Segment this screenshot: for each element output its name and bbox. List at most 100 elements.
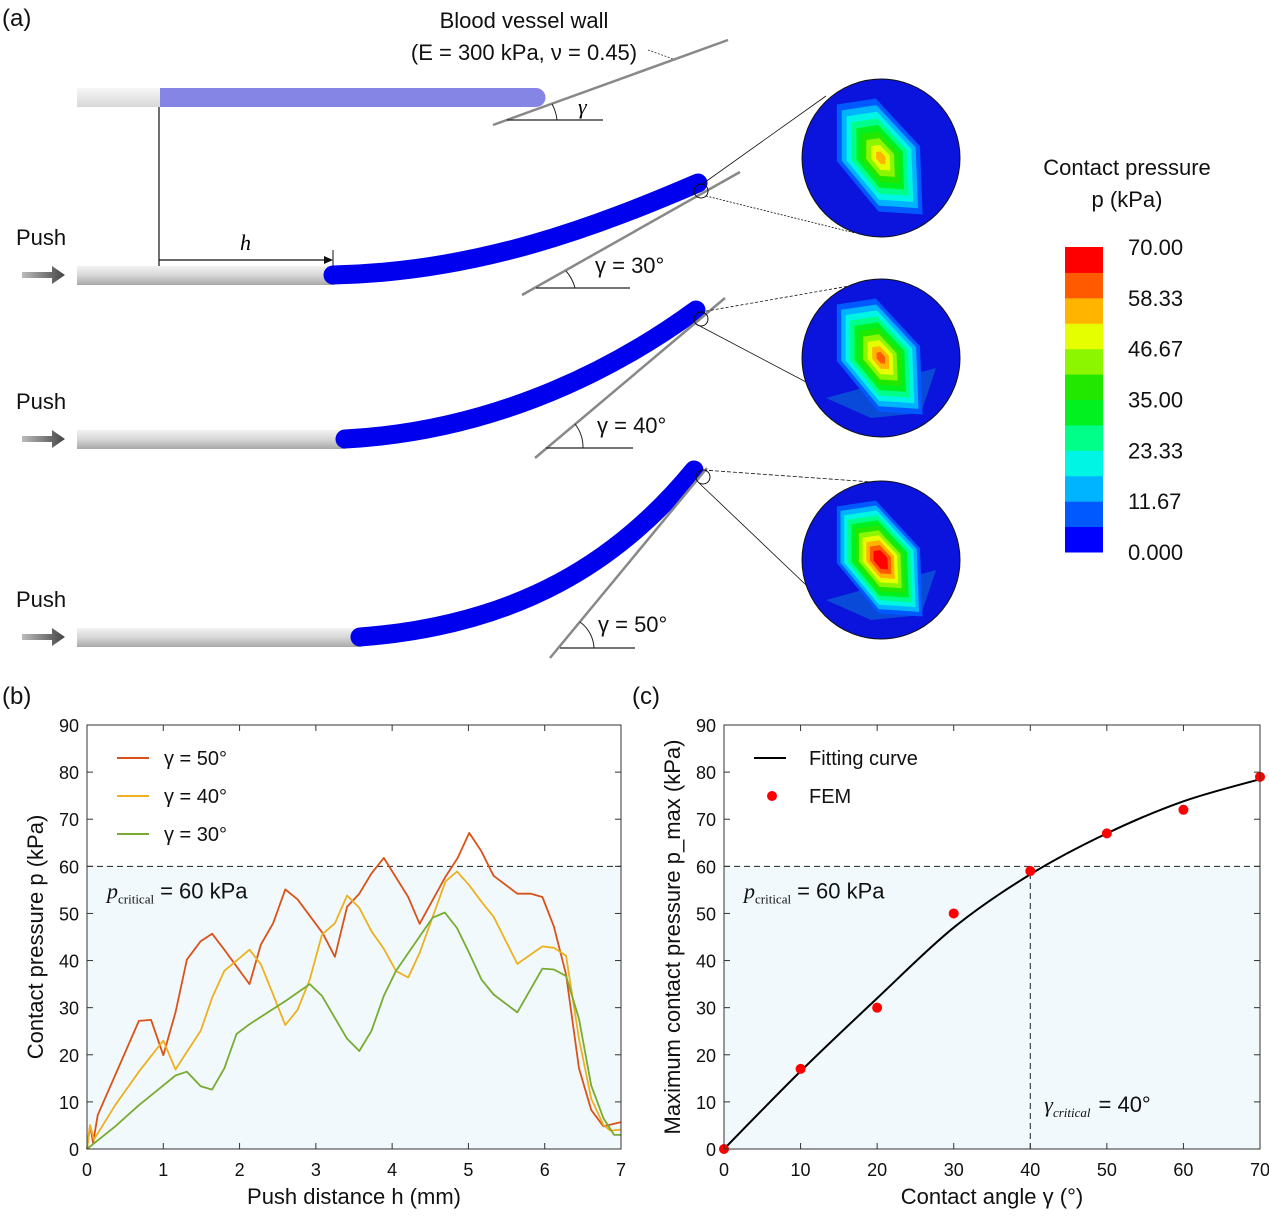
zoom-leader-1a [700, 95, 827, 186]
panel-label-a: (a) [2, 5, 31, 32]
x-tick-label: 5 [463, 1160, 473, 1180]
y-tick-label: 70 [59, 810, 79, 830]
legend-label: γ = 50° [164, 748, 227, 770]
x-tick-label: 2 [235, 1160, 245, 1180]
fem-point [1178, 804, 1189, 815]
contact-marker-1 [693, 183, 709, 199]
zoom-circle-outline [801, 278, 961, 438]
contour-level [877, 555, 885, 565]
annotation-text: = 60 kPa [797, 878, 885, 903]
h-arrowhead [324, 256, 333, 264]
colorbar-tick-label: 46.67 [1128, 337, 1183, 362]
colorbar-band [1065, 424, 1103, 451]
x-tick-label: 3 [311, 1160, 321, 1180]
zoom-leader-1b [705, 195, 856, 234]
plot-frame [723, 724, 1261, 1150]
h-symbol: h [240, 230, 251, 255]
annotation-symbol: γ [1044, 1092, 1054, 1117]
annotation-text: = 60 kPa [160, 878, 248, 903]
zoom-leader-3a [702, 469, 873, 483]
colorbar-band [1065, 323, 1103, 350]
colorbar-band [1065, 374, 1103, 400]
y-tick-label: 0 [706, 1140, 716, 1160]
fem-point [1025, 866, 1036, 877]
colorbar-tick-label: 35.00 [1128, 388, 1183, 413]
annotation-subscript: critical [755, 891, 791, 906]
annotation-symbol: p [105, 878, 118, 903]
colorbar-band [1065, 247, 1103, 273]
colorbar: 70.00 58.33 46.67 35.00 23.33 11.67 0.000 [1065, 235, 1183, 565]
angle-arc [551, 103, 558, 121]
y-tick-label: 10 [59, 1093, 79, 1113]
y-tick-label: 20 [59, 1046, 79, 1066]
contour-zoom-3 [802, 481, 960, 639]
colorbar-title: Contact pressure [1043, 155, 1211, 180]
angle-label-1: γ = 30° [595, 253, 664, 278]
zoom-leader-2a [700, 284, 856, 313]
y-axis-label: Maximum contact pressure p_max (kPa) [660, 740, 685, 1135]
y-tick-label: 80 [696, 763, 716, 783]
y-axis-label: Contact pressure p (kPa) [23, 815, 48, 1060]
colorbar-band [1065, 501, 1103, 528]
colorbar-tick-label: 0.000 [1128, 540, 1183, 565]
y-tick-label: 20 [696, 1046, 716, 1066]
y-tick-label: 30 [696, 999, 716, 1019]
x-tick-label: 70 [1250, 1160, 1269, 1180]
wall-title: Blood vessel wall [440, 8, 609, 33]
colorbar-tick-label: 11.67 [1128, 489, 1181, 514]
catheter-tip-1 [323, 173, 708, 285]
critical-angle-annotation: γcritical = 40° [1044, 1092, 1150, 1120]
y-tick-label: 50 [59, 904, 79, 924]
legend-label: γ = 30° [164, 824, 227, 846]
vessel-wall-2 [534, 297, 726, 459]
critical-pressure-annotation: pcritical = 60 kPa [742, 878, 885, 906]
y-tick-label: 90 [59, 716, 79, 736]
y-tick-label: 80 [59, 763, 79, 783]
colorbar-unit: p (kPa) [1092, 187, 1163, 212]
angle-arc-3 [579, 621, 595, 649]
gamma-symbol: γ [578, 94, 588, 119]
wall-leader-line [647, 49, 677, 61]
colorbar-band [1065, 348, 1103, 375]
y-tick-label: 40 [59, 952, 79, 972]
push-arrow-icon [22, 628, 65, 646]
vessel-wall-initial [492, 38, 729, 127]
push-arrow-icon [22, 266, 65, 284]
safe-region-shading [724, 866, 1260, 1149]
colorbar-tick-label: 23.33 [1128, 438, 1183, 463]
colorbar-band [1065, 272, 1103, 299]
y-tick-label: 70 [696, 810, 716, 830]
zoom-leader-3b [698, 482, 827, 605]
x-tick-label: 10 [791, 1160, 811, 1180]
annotation-text: = 40° [1099, 1092, 1151, 1117]
colorbar-band [1065, 526, 1103, 553]
y-tick-label: 90 [696, 716, 716, 736]
x-axis-label: Contact angle γ (°) [901, 1184, 1083, 1209]
panel-label-c: (c) [632, 683, 660, 710]
legend-label: γ = 40° [164, 786, 227, 808]
contour-level [876, 352, 886, 364]
annotation-symbol: p [742, 878, 755, 903]
zoom-circle-outline [801, 78, 961, 238]
angle-label-3: γ = 50° [598, 612, 667, 637]
angle-label-2: γ = 40° [597, 413, 666, 438]
plot-frame [86, 724, 622, 1150]
vessel-wall-1 [521, 170, 741, 297]
y-tick-label: 10 [696, 1093, 716, 1113]
colorbar-band [1065, 475, 1103, 502]
push-label-3: Push [16, 587, 66, 612]
series-line-0 [86, 832, 622, 1150]
catheter-tip-2 [335, 300, 706, 449]
critical-pressure-annotation: pcritical = 60 kPa [105, 878, 248, 906]
y-tick-label: 60 [59, 857, 79, 877]
angle-arc-1 [565, 270, 576, 289]
colorbar-tick-label: 58.33 [1128, 286, 1183, 311]
zoom-leader-2b [695, 323, 826, 393]
chart-contact-angle: γcritical = 40° pcritical = 60 kPa 0 10 20 30 40… [660, 716, 1269, 1209]
y-tick-label: 40 [696, 952, 716, 972]
colorbar-band [1065, 450, 1103, 477]
push-label-1: Push [16, 225, 66, 250]
vessel-wall-3 [549, 467, 708, 659]
